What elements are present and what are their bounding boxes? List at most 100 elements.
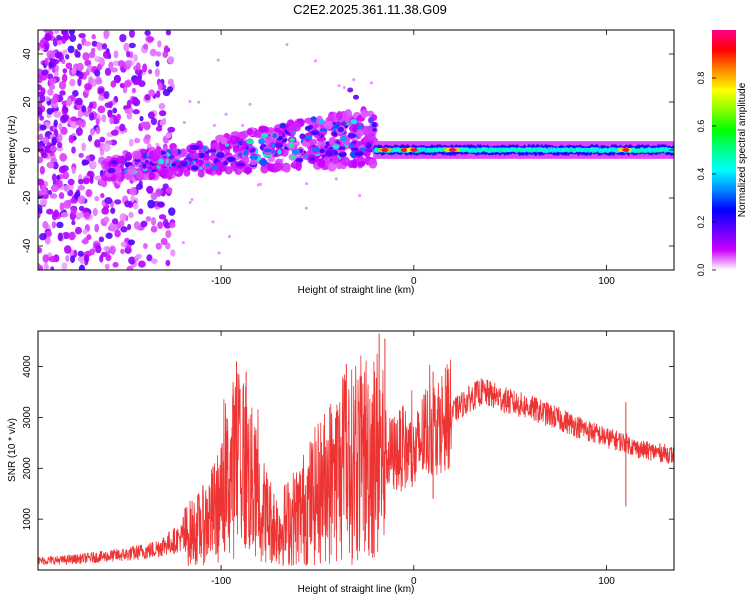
spectrogram-cell [295,161,302,172]
spectrogram-cell [241,140,248,150]
spectrogram-cell [209,149,217,153]
snr-x-tick-label: 100 [598,576,615,587]
spectrogram-cell [79,255,86,265]
spectrogram-cell [205,163,210,167]
spectrogram-cell [356,128,364,138]
spectrogram-cell [120,248,125,254]
spectrogram-cell [70,116,78,122]
spectrogram-cell [354,151,364,156]
spectrogram-cell [133,54,138,62]
spectrogram-cell [183,168,191,177]
spectrogram-cell [75,97,83,106]
spectrogram-cell [256,183,260,187]
spectrogram-cell [147,199,155,209]
spectrogram-cell [312,146,320,152]
spectrogram-cell [89,176,94,184]
spectrogram-cell [78,205,85,212]
spectrogram-cell [142,63,148,73]
spectrogram-cell [111,159,118,165]
spectrogram-cell [129,187,137,196]
spectrogram-cell [347,87,354,93]
spectrogram-cell [47,189,53,196]
spectrogram-cell [43,41,50,51]
spectrogram-cell [39,198,48,206]
spectrogram-cell [94,139,101,148]
spectrogram-cell [223,160,228,166]
spectrogram-cell [163,45,169,53]
spectrogram-cell [43,261,49,270]
spectrogram-cell [128,42,136,49]
spectrogram-cell [61,58,66,65]
spectrogram-cell [71,146,76,154]
spectrogram-cell [286,125,295,133]
snr-y-ticks: 1000 2000 3000 4000 [22,355,674,530]
spectrogram-cell [81,142,86,152]
spectrogram-cell [48,83,56,90]
spectrogram-cell [78,264,86,270]
spectrogram-cell [241,123,245,127]
spectrogram-cell [162,117,167,126]
colorbar-tick-label: 0.0 [696,264,706,277]
spectrogram-cell [148,69,153,75]
spectrogram-cell [148,89,156,97]
spectrogram-cell [350,147,359,152]
spectrogram-cell [151,258,158,264]
spectrogram-cell [120,241,128,248]
spectrogram-cell [131,96,139,106]
spectrogram-cell [197,152,206,159]
snr-frame [37,330,675,571]
spectrogram-cell [67,45,75,54]
spectrogram-cell [84,83,92,91]
spectrogram-cell [125,151,133,162]
spectrogram-cell [66,97,72,107]
spectrogram-cell [38,210,41,219]
spectrogram-cell [344,108,353,119]
spectrogram-cell [149,48,157,57]
spectrogram-cell [83,211,91,219]
spectrogram-cell [337,126,345,133]
colorbar-gradient [712,30,736,270]
spectrogram-cell [162,183,169,189]
spectrogram-cell [203,153,210,162]
spectrogram-cell [116,113,122,121]
spectrogram-cell [71,68,77,75]
spectrogram-cell [108,61,114,69]
spectrogram-cell [195,159,205,166]
spectrogram-cell [188,200,192,204]
spectrogram-cell [69,120,78,129]
spectrogram-cell [167,55,175,64]
spectrogram-cell [38,107,43,116]
snr-y-tick-label: 3000 [22,406,33,429]
spectrogram-x-tick-label: 100 [598,276,615,287]
spectrogram-cell [259,125,269,134]
spectrogram-cell [42,136,50,145]
spectrogram-cell [69,34,77,42]
spectrogram-cell [95,76,102,85]
spectrogram-cell [299,133,306,140]
spectrogram-cell [89,248,95,256]
spectrogram-cell [136,183,143,190]
spectrogram-cell [82,177,90,185]
spectrogram-cell [46,108,54,115]
spectrogram-cell [319,148,325,154]
spectrogram-cell [342,85,346,89]
spectrogram-cell [352,78,356,82]
spectrogram-cell [82,159,90,166]
spectrogram-y-tick-label: 40 [22,48,33,60]
spectrogram-cell [258,138,266,145]
spectrogram-cell [51,59,60,65]
spectrogram-cell [156,201,165,208]
spectrogram-cell [150,225,158,233]
spectrogram-cell [159,168,169,175]
spectrogram-cell [270,143,275,148]
spectrogram-cell [126,99,132,109]
spectrogram-cell [304,125,311,131]
spectrogram-cell [46,161,55,169]
spectrogram-cell [61,262,68,270]
spectrogram-cell [83,254,90,263]
spectrogram-cell [246,128,254,136]
spectrogram-cell [83,40,92,47]
spectrogram-cell [202,145,207,151]
spectrogram-cell [267,163,275,172]
spectrogram-cell [272,133,277,139]
